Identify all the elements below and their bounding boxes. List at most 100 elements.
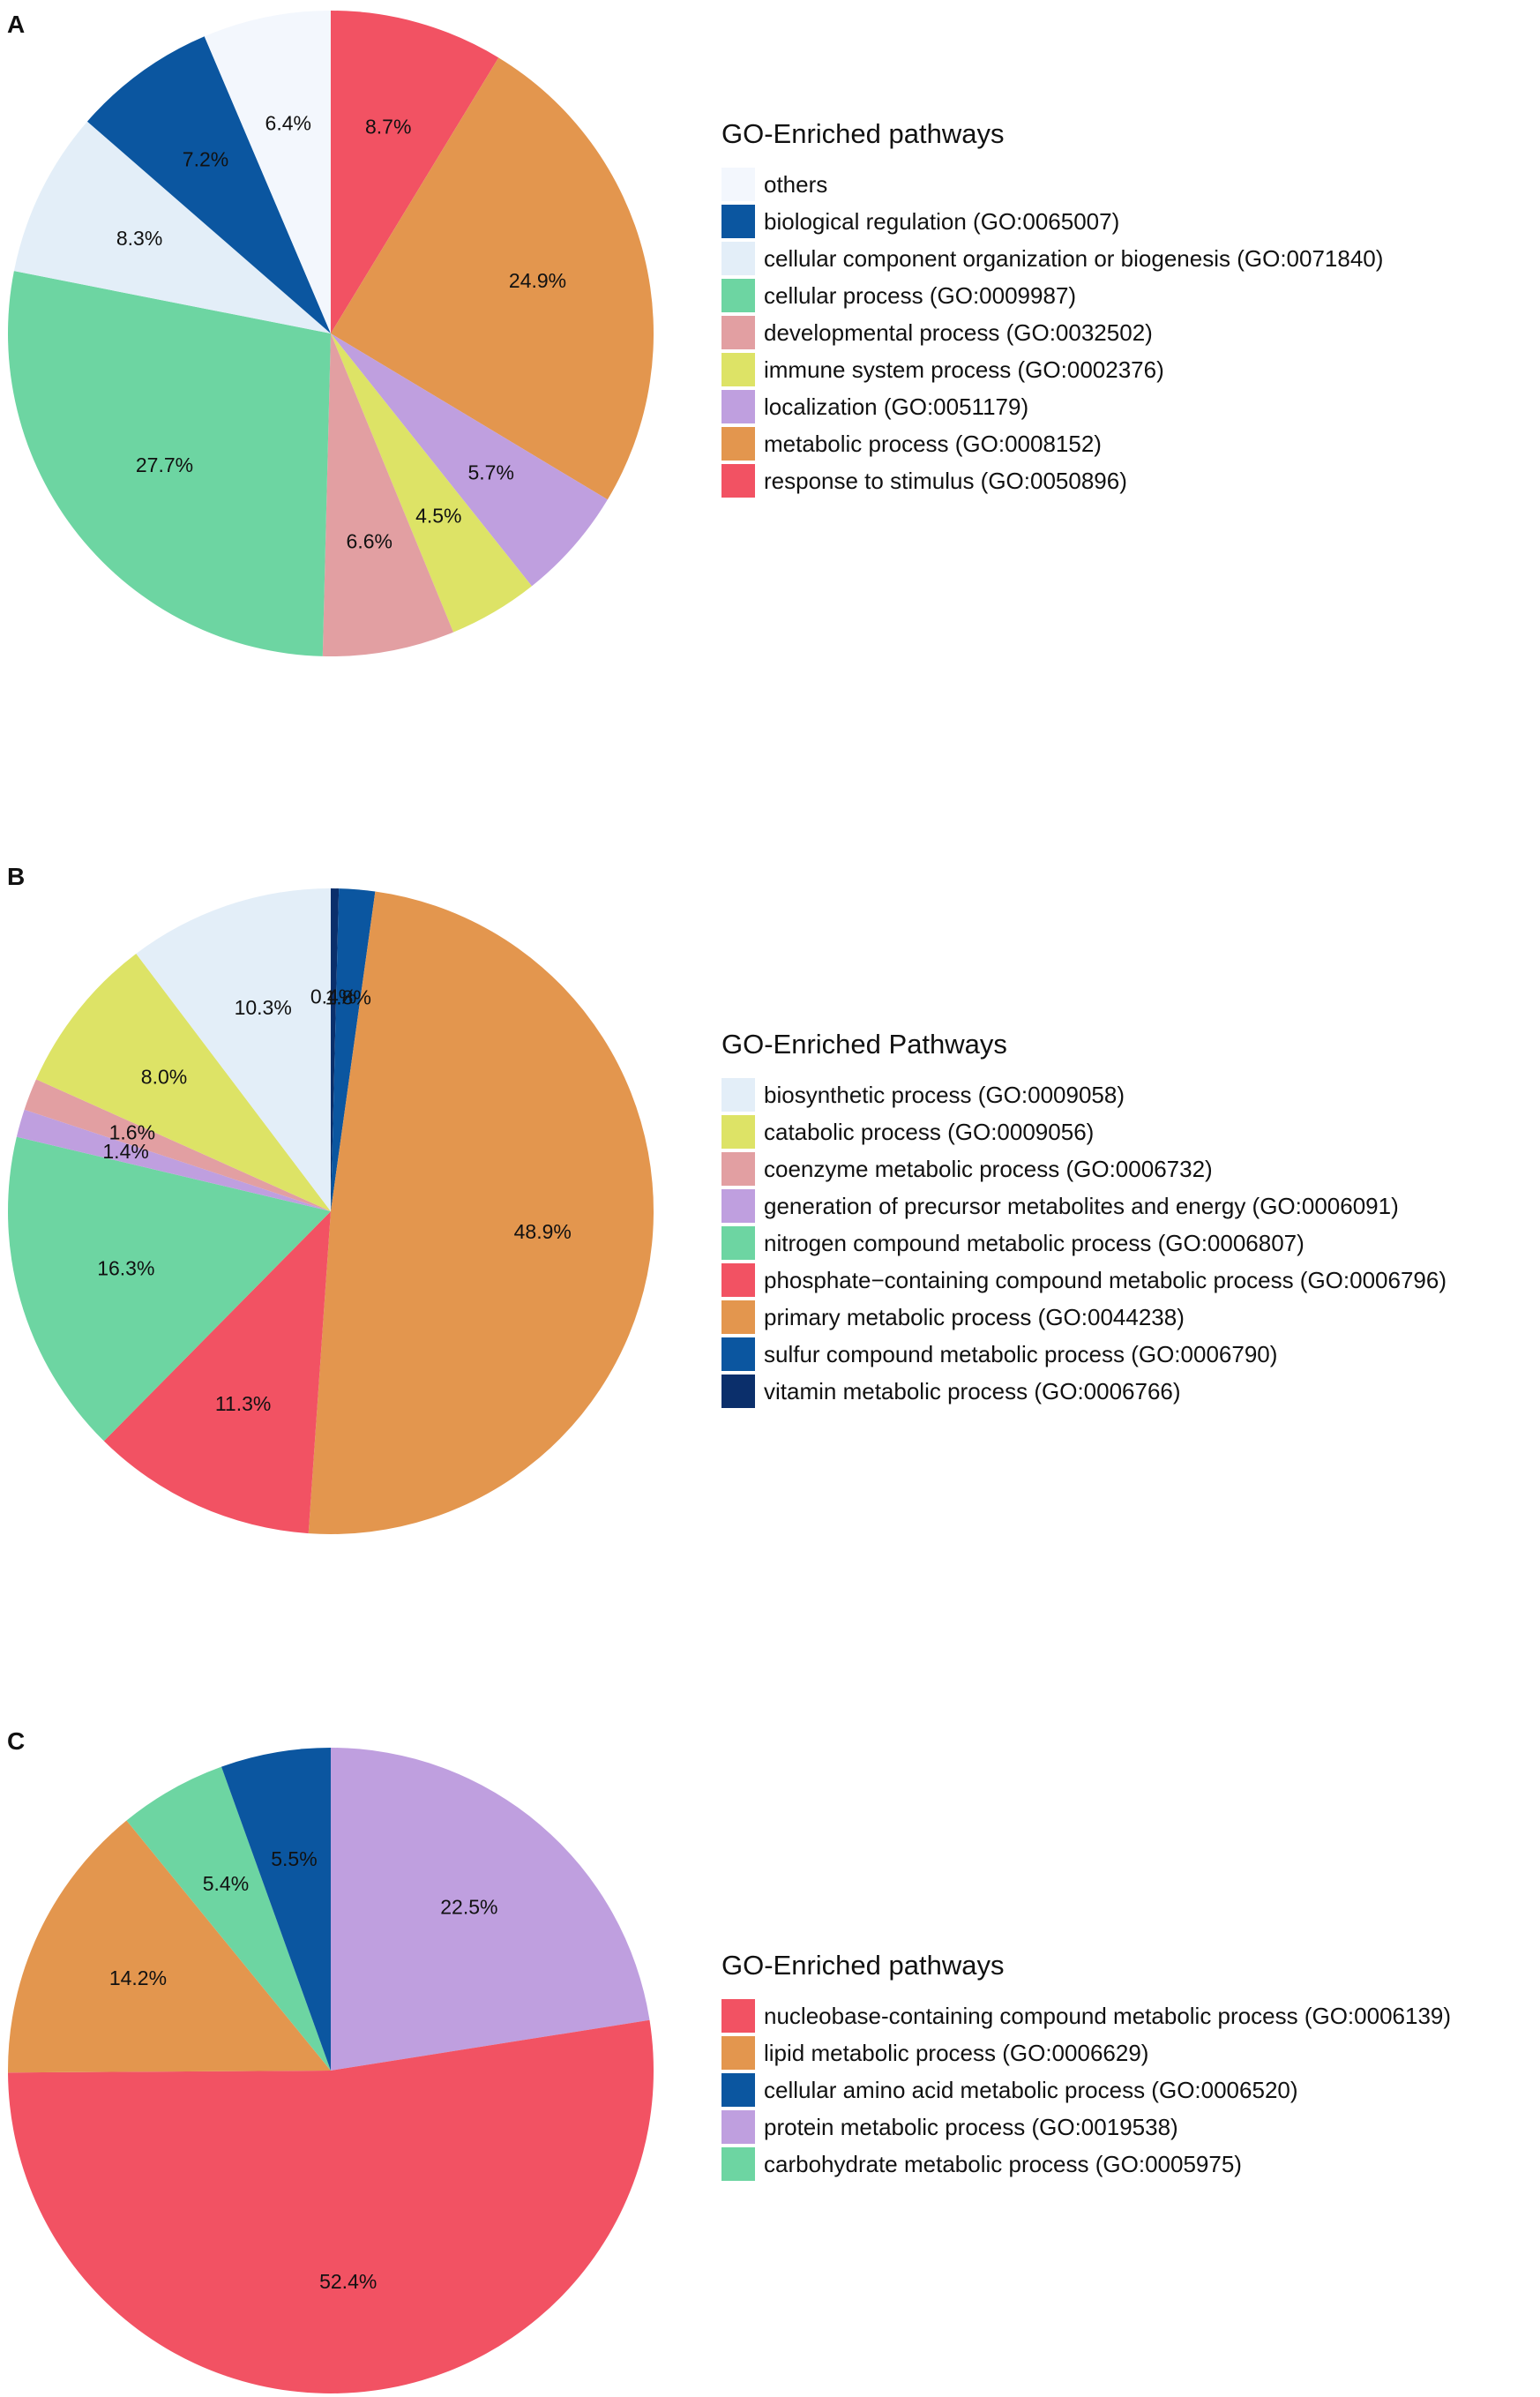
legend-label: phosphate−containing compound metabolic … — [764, 1266, 1447, 1293]
slice-value-label: 8.3% — [116, 227, 162, 250]
legend: GO-Enriched pathways nucleobase-containi… — [721, 1950, 1451, 2183]
legend-item-nitrogen-compound-metabolic-process-go-0: nitrogen compound metabolic process (GO:… — [721, 1225, 1447, 1262]
pie-slice-generation-of-precursor-metabolites-and- — [16, 1109, 331, 1211]
panel-a: A 8.7% 24.9% 5.7% 4.5% 6.6% 27.7% 8.3% 7.2% 6.4%… — [0, 0, 1540, 794]
pie-slice-carbohydrate-metabolic-process-go-000597 — [126, 1766, 331, 2071]
slice-value-label: 5.4% — [203, 1872, 249, 1895]
legend-items: nucleobase-containing compound metabolic… — [721, 1997, 1451, 2183]
legend-swatch — [721, 1999, 755, 2033]
pie-slice-sulfur-compound-metabolic-process-go-000 — [331, 888, 376, 1211]
legend-item-cellular-amino-acid-metabolic-process-go: cellular amino acid metabolic process (G… — [721, 2071, 1451, 2109]
slice-value-label: 8.7% — [365, 115, 411, 138]
legend-swatch — [721, 1337, 755, 1371]
legend-items: others biological regulation (GO:0065007)… — [721, 166, 1383, 499]
slice-value-label: 16.3% — [97, 1257, 154, 1280]
legend-swatch — [721, 205, 755, 238]
legend-swatch — [721, 1115, 755, 1149]
legend-swatch — [721, 1263, 755, 1297]
legend-label: cellular process (GO:0009987) — [764, 281, 1077, 309]
pie-slice-lipid-metabolic-process-go-0006629 — [8, 1820, 332, 2073]
pie-slice-catabolic-process-go-0009056 — [35, 954, 331, 1211]
legend-swatch — [721, 1226, 755, 1260]
pie-slice-cellular-component-organization-or-bioge — [13, 121, 332, 333]
legend-swatch — [721, 2147, 755, 2181]
pie-chart: 8.7% 24.9% 5.7% 4.5% 6.6% 27.7% 8.3% 7.2% 6.4% — [7, 11, 654, 656]
panel-b: B 0.4% 1.8% 48.9% 11.3% 16.3% 1.4% 1.6% 8.0% 10.… — [7, 863, 1447, 1535]
legend-label: biosynthetic process (GO:0009058) — [764, 1081, 1125, 1108]
legend-items: biosynthetic process (GO:0009058) catabol… — [721, 1076, 1447, 1410]
legend-item-generation-of-precursor-metabolites-and-: generation of precursor metabolites and … — [721, 1187, 1447, 1225]
panel-label: C — [7, 1727, 26, 1755]
legend-item-cellular-process-go-0009987: cellular process (GO:0009987) — [721, 277, 1383, 314]
pie-slice-localization-go-0051179 — [331, 333, 608, 587]
legend-label: developmental process (GO:0032502) — [764, 318, 1153, 346]
legend-swatch — [721, 279, 755, 312]
slice-value-label: 6.6% — [347, 530, 392, 553]
legend-label: biological regulation (GO:0065007) — [764, 207, 1120, 235]
slice-value-label: 27.7% — [136, 453, 193, 476]
panel-label: B — [7, 863, 26, 890]
legend-label: cellular component organization or bioge… — [764, 244, 1384, 272]
legend-label: response to stimulus (GO:0050896) — [764, 467, 1127, 494]
slice-value-label: 1.8% — [325, 985, 370, 1008]
pie-slice-metabolic-process-go-0008152 — [331, 57, 654, 500]
pie-slice-response-to-stimulus-go-0050896 — [331, 11, 499, 333]
legend-item-phosphate-containing-compound-metabolic-: phosphate−containing compound metabolic … — [721, 1262, 1447, 1299]
legend-swatch — [721, 1078, 755, 1112]
legend: GO-Enriched pathways others biological re… — [721, 118, 1383, 499]
legend-item-coenzyme-metabolic-process-go-0006732: coenzyme metabolic process (GO:0006732) — [721, 1150, 1447, 1187]
legend: GO-Enriched Pathways biosynthetic proces… — [721, 1029, 1447, 1410]
legend-label: generation of precursor metabolites and … — [764, 1192, 1399, 1219]
slice-value-label: 5.7% — [467, 461, 513, 483]
legend-item-developmental-process-go-0032502: developmental process (GO:0032502) — [721, 314, 1383, 351]
legend-item-cellular-component-organization-or-bioge: cellular component organization or bioge… — [721, 240, 1383, 277]
legend-item-response-to-stimulus-go-0050896: response to stimulus (GO:0050896) — [721, 462, 1383, 499]
pie-slice-coenzyme-metabolic-process-go-0006732 — [24, 1079, 332, 1211]
legend-item-metabolic-process-go-0008152: metabolic process (GO:0008152) — [721, 425, 1383, 462]
legend-item-biological-regulation-go-0065007: biological regulation (GO:0065007) — [721, 203, 1383, 240]
pie-slice-others — [204, 11, 331, 333]
legend-item-localization-go-0051179: localization (GO:0051179) — [721, 388, 1383, 425]
slice-value-label: 7.2% — [183, 148, 228, 171]
legend-label: cellular amino acid metabolic process (G… — [764, 2076, 1298, 2103]
legend-swatch — [721, 2110, 755, 2144]
legend-item-carbohydrate-metabolic-process-go-000597: carbohydrate metabolic process (GO:00059… — [721, 2146, 1451, 2183]
slice-value-label: 6.4% — [265, 111, 311, 134]
slice-value-label: 0.4% — [310, 985, 356, 1008]
slice-value-label: 1.6% — [109, 1121, 155, 1144]
legend-item-immune-system-process-go-0002376: immune system process (GO:0002376) — [721, 351, 1383, 388]
legend-item-lipid-metabolic-process-go-0006629: lipid metabolic process (GO:0006629) — [721, 2034, 1451, 2071]
pie-slice-nucleobase-containing-compound-metabolic — [8, 2019, 654, 2393]
legend-title: GO-Enriched pathways — [721, 118, 1005, 149]
slice-value-label: 1.4% — [102, 1140, 148, 1163]
pie-slice-vitamin-metabolic-process-go-0006766 — [331, 888, 340, 1211]
pie-slice-cellular-amino-acid-metabolic-process-go — [221, 1748, 331, 2071]
legend-swatch — [721, 242, 755, 275]
legend-swatch — [721, 464, 755, 498]
legend-label: others — [764, 170, 828, 198]
legend-swatch — [721, 168, 755, 201]
pie-slice-developmental-process-go-0032502 — [322, 333, 453, 656]
slice-value-label: 4.5% — [415, 504, 461, 527]
legend-label: localization (GO:0051179) — [764, 393, 1029, 420]
legend-swatch — [721, 1375, 755, 1408]
pie-slice-cellular-process-go-0009987 — [7, 271, 331, 656]
legend-label: primary metabolic process (GO:0044238) — [764, 1303, 1185, 1330]
pie-slice-phosphate-containing-compound-metabolic- — [103, 1211, 331, 1534]
legend-swatch — [721, 353, 755, 386]
legend-item-primary-metabolic-process-go-0044238: primary metabolic process (GO:0044238) — [721, 1299, 1447, 1336]
pie-chart: 0.4%1.8% 48.9% 11.3% 16.3% 1.4%1.6% 8.0% 10.3% — [7, 888, 654, 1535]
legend-label: coenzyme metabolic process (GO:0006732) — [764, 1155, 1213, 1182]
legend-title: GO-Enriched pathways — [721, 1950, 1005, 1981]
legend-item-others: others — [721, 166, 1383, 203]
legend-item-sulfur-compound-metabolic-process-go-000: sulfur compound metabolic process (GO:00… — [721, 1336, 1447, 1373]
legend-label: protein metabolic process (GO:0019538) — [764, 2113, 1178, 2140]
legend-swatch — [721, 2036, 755, 2070]
legend-label: catabolic process (GO:0009056) — [764, 1118, 1095, 1145]
legend-item-nucleobase-containing-compound-metabolic: nucleobase-containing compound metabolic… — [721, 1997, 1451, 2034]
pie-slice-biological-regulation-go-0065007 — [86, 36, 331, 334]
pie-slice-primary-metabolic-process-go-0044238 — [308, 891, 654, 1535]
legend-label: carbohydrate metabolic process (GO:00059… — [764, 2150, 1242, 2177]
legend-item-catabolic-process-go-0009056: catabolic process (GO:0009056) — [721, 1113, 1447, 1150]
